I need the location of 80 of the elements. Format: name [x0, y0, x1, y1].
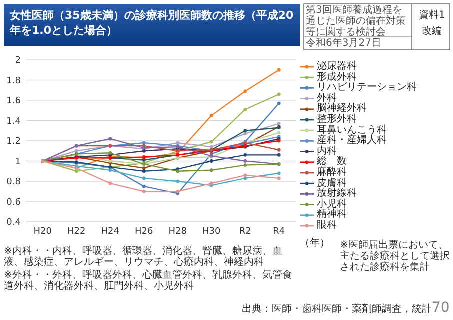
text: 第3回医師養成過程を通じた医師の偏在対策等に関する検討会: [306, 5, 407, 38]
point: [244, 153, 248, 157]
point: [176, 180, 180, 184]
point: [210, 160, 214, 163]
point: [277, 148, 281, 152]
x-tick-label: H24: [101, 227, 120, 237]
point: [142, 190, 146, 194]
point: [277, 92, 281, 96]
point: [244, 129, 248, 133]
legend-label: 耳鼻いんこう科: [317, 124, 387, 136]
point: [244, 90, 248, 94]
point: [142, 184, 146, 188]
source-note: 出典：医師・歯科医師・薬剤師調査，統計: [241, 304, 432, 315]
text: ※内科・・内科、呼吸器、循環器、消化器、腎臓、糖尿病、血液、感染症、アレルギー、リウマチ、心療内科、神経内科: [4, 246, 284, 268]
y-tick-label: 1: [15, 157, 21, 168]
y-tick-label: 0.6: [6, 198, 22, 208]
point: [108, 168, 112, 172]
legend-label: 脳神経外科: [317, 103, 367, 114]
text: ※医師届出票において、主たる診療科として選択された診療科を集計: [340, 240, 451, 273]
y-tick-label: 1.6: [6, 96, 22, 106]
point: [244, 160, 248, 163]
point: [244, 132, 248, 136]
point: [244, 108, 248, 112]
legend-label: 放射線科: [317, 188, 357, 200]
point: [142, 166, 146, 170]
x-tick-label: H30: [202, 227, 221, 237]
x-tick-label: H26: [135, 227, 154, 237]
point: [277, 176, 281, 180]
point: [277, 122, 281, 126]
legend-label: 内科: [317, 146, 337, 157]
point: [210, 140, 214, 144]
legend-label: 形成外科: [317, 72, 357, 83]
point: [244, 176, 248, 180]
text: 改編: [421, 26, 443, 37]
legend-label: 眼科: [317, 220, 337, 231]
y-tick-label: 0.4: [6, 218, 22, 228]
point: [244, 164, 248, 167]
point: [210, 168, 214, 172]
text: 令和6年3月27日: [306, 38, 382, 49]
y-tick-label: 1.8: [6, 76, 22, 86]
point: [74, 149, 78, 153]
x-tick-label: R2: [239, 227, 252, 237]
y-tick-label: 2: [15, 56, 21, 66]
point: [277, 131, 281, 135]
legend-label: 外科: [317, 92, 337, 104]
text: 70: [432, 300, 451, 316]
legend-label: 皮膚科: [317, 178, 347, 189]
point: [74, 170, 78, 174]
legend-label: リハビリテーション科: [317, 82, 417, 94]
legend-label: 小児科: [317, 198, 347, 210]
text: 資料1: [418, 10, 446, 21]
legend-label: 麻酔科: [317, 167, 347, 178]
point: [108, 182, 112, 186]
point: [142, 176, 146, 180]
y-tick-label: 0.8: [6, 178, 22, 188]
point: [108, 137, 112, 141]
legend-label: 整形外科: [317, 114, 357, 125]
point: [142, 170, 146, 174]
point: [277, 172, 281, 176]
text: ※外科・・外科、呼吸器外科、心臓血管外科、乳腺外科、気管食道外科、消化器外科、肛門外科、小児外科: [4, 270, 294, 292]
chart-title: 女性医師（35歳未満）の診療科別医師数の推移（平成20年を1.0とした場合）: [10, 8, 294, 38]
legend-label: 泌尿器科: [317, 61, 357, 72]
legend-label: 総 数: [317, 156, 347, 168]
point: [176, 141, 180, 145]
point: [277, 68, 281, 72]
point: [210, 145, 214, 149]
point: [277, 102, 281, 106]
y-tick-label: 1.2: [6, 137, 21, 147]
legend-label: 精神科: [317, 209, 347, 220]
point: [277, 153, 281, 157]
point: [244, 174, 248, 178]
y-tick-label: 1.4: [6, 116, 22, 127]
legend-label: 産科・産婦人科: [317, 135, 387, 146]
x-axis-title: （年）: [300, 238, 331, 249]
point: [142, 141, 146, 145]
x-tick-label: H22: [68, 227, 86, 237]
point: [210, 114, 214, 118]
x-tick-label: R4: [273, 227, 286, 237]
x-tick-label: H28: [168, 227, 188, 237]
x-tick-label: H20: [34, 227, 52, 237]
